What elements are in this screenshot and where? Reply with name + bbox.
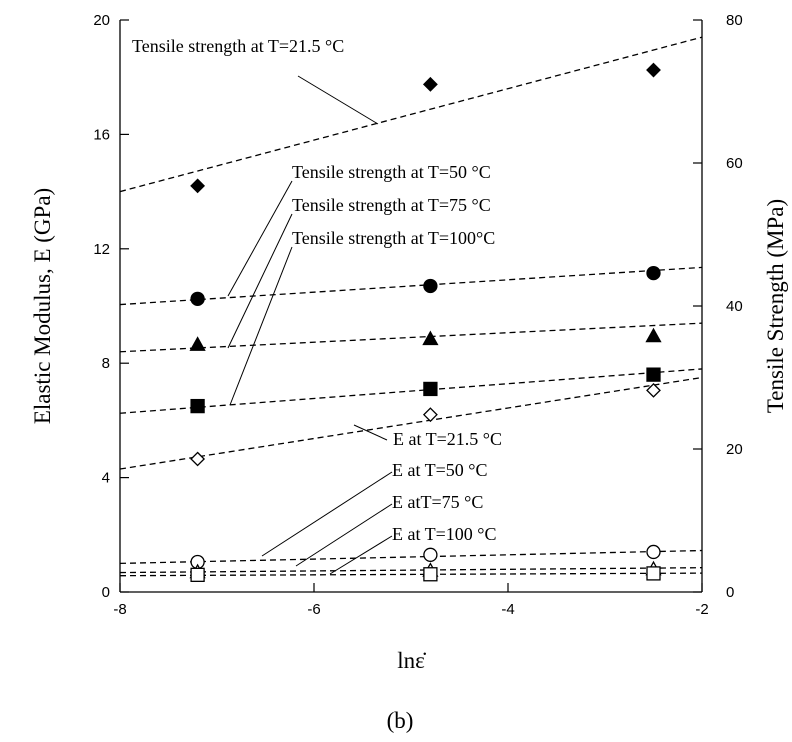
right-y-tick-label: 80 xyxy=(726,12,743,29)
data-point xyxy=(422,76,438,92)
annotation-leader xyxy=(261,471,393,557)
data-point xyxy=(423,547,438,562)
annotation-label: E at T=100 °C xyxy=(392,524,497,544)
annotation-leader xyxy=(353,424,388,441)
annotation-label: Tensile strength at T=50 °C xyxy=(292,162,491,182)
right-y-tick-label: 20 xyxy=(726,441,743,458)
left-y-tick-label: 0 xyxy=(102,584,110,601)
right-y-axis-title: Tensile Strength (MPa) xyxy=(763,199,788,413)
trend-line xyxy=(119,322,703,353)
annotation-leader xyxy=(297,75,379,125)
left-y-tick-label: 8 xyxy=(102,355,110,372)
data-point xyxy=(646,265,661,281)
data-point xyxy=(423,567,438,582)
left-y-tick-label: 16 xyxy=(93,126,110,143)
left-y-tick-label: 4 xyxy=(102,470,110,487)
annotation-leader xyxy=(227,180,293,297)
annotation-label: Tensile strength at T=21.5 °C xyxy=(132,36,344,56)
annotation-label: Tensile strength at T=75 °C xyxy=(292,195,491,215)
annotations: Tensile strength at T=21.5 °C Tensile str… xyxy=(132,36,502,544)
data-point xyxy=(190,451,206,467)
left-y-tick-label: 20 xyxy=(93,12,110,29)
right-y-tick-label: 60 xyxy=(726,155,743,172)
data-point xyxy=(423,381,438,397)
data-point xyxy=(423,278,438,294)
data-point xyxy=(190,178,206,194)
annotation-leader xyxy=(227,213,293,349)
data-point xyxy=(190,398,205,414)
right-y-tick-label: 0 xyxy=(726,584,734,601)
annotation-label: E at T=50 °C xyxy=(392,460,488,480)
x-ticks: -8 -6 -4 -2 xyxy=(113,583,709,618)
annotation-leader xyxy=(295,503,393,567)
figure-caption: (b) xyxy=(387,708,414,733)
left-y-axis-title: Elastic Modulus, E (GPa) xyxy=(30,188,55,424)
trend-line xyxy=(119,368,703,414)
data-point xyxy=(646,62,661,78)
annotation-leaders xyxy=(227,75,393,575)
annotation-label: Tensile strength at T=100°C xyxy=(292,228,495,248)
annotation-leader xyxy=(329,535,393,575)
data-point xyxy=(422,330,439,346)
trend-line xyxy=(119,567,703,574)
data-point xyxy=(422,407,438,423)
x-tick-label: -8 xyxy=(113,601,126,618)
right-y-ticks: 0 20 40 60 80 xyxy=(693,12,743,601)
data-point xyxy=(645,327,662,343)
data-point xyxy=(646,566,661,581)
trend-line xyxy=(119,36,703,193)
x-axis-title: lnε̇ xyxy=(397,648,427,673)
right-y-tick-label: 40 xyxy=(726,298,743,315)
left-y-ticks: 0 4 8 12 16 20 xyxy=(93,12,129,601)
annotation-leader xyxy=(229,246,293,406)
data-point xyxy=(646,367,661,382)
trend-lines xyxy=(119,36,703,577)
x-tick-label: -2 xyxy=(695,601,708,618)
data-point xyxy=(189,336,206,351)
data-point xyxy=(646,382,661,398)
x-tick-label: -6 xyxy=(307,601,320,618)
left-y-tick-label: 12 xyxy=(93,241,110,258)
annotation-label: E at T=21.5 °C xyxy=(393,429,502,449)
data-point xyxy=(646,544,661,560)
data-point xyxy=(190,291,205,307)
trend-line xyxy=(119,266,703,306)
trend-line xyxy=(119,549,703,565)
trend-line xyxy=(119,376,703,470)
data-markers xyxy=(189,62,662,582)
annotation-label: E atT=75 °C xyxy=(392,492,483,512)
trend-line xyxy=(119,572,703,577)
x-tick-label: -4 xyxy=(501,601,514,618)
data-point xyxy=(190,567,205,582)
